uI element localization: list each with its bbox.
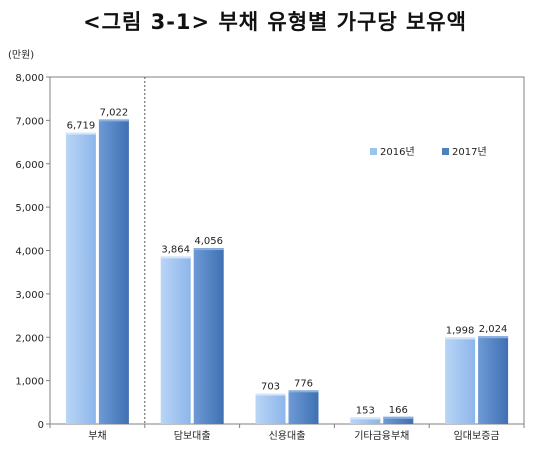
x-category-label: 부채 bbox=[88, 430, 106, 442]
y-tick-label: 7,000 bbox=[15, 116, 44, 127]
data-label: 703 bbox=[261, 382, 280, 393]
data-label: 153 bbox=[356, 405, 375, 416]
data-label: 1,998 bbox=[446, 325, 475, 336]
data-label: 2,024 bbox=[479, 324, 508, 335]
bar-top-highlight bbox=[445, 337, 476, 340]
y-tick-label: 2,000 bbox=[15, 333, 44, 344]
data-label: 166 bbox=[389, 405, 408, 416]
data-label: 6,719 bbox=[67, 121, 96, 132]
bar-2017년 bbox=[288, 390, 319, 424]
legend-label: 2017년 bbox=[452, 146, 487, 158]
bar-2017년 bbox=[98, 119, 129, 425]
x-category-label: 담보대출 bbox=[174, 430, 211, 442]
data-label: 7,022 bbox=[100, 107, 129, 118]
bar-top-highlight bbox=[193, 248, 224, 251]
bar-top-highlight bbox=[255, 393, 286, 396]
bar-top-highlight bbox=[288, 390, 319, 393]
legend-swatch bbox=[442, 148, 449, 155]
x-category-label: 임대보증금 bbox=[454, 429, 500, 442]
data-label: 3,864 bbox=[161, 244, 190, 255]
bar-2017년 bbox=[383, 416, 414, 424]
bar-2016년 bbox=[160, 256, 191, 424]
y-tick-label: 6,000 bbox=[15, 160, 44, 171]
bar-top-highlight bbox=[65, 132, 96, 135]
chart-title: <그림 3-1> 부채 유형별 가구당 보유액 bbox=[83, 10, 467, 34]
y-axis-unit-label: (만원) bbox=[8, 50, 35, 61]
x-category-label: 신용대출 bbox=[269, 430, 306, 442]
data-label: 776 bbox=[294, 378, 313, 389]
bar-top-highlight bbox=[160, 256, 191, 259]
legend-label: 2016년 bbox=[380, 146, 415, 158]
y-tick-label: 8,000 bbox=[15, 73, 44, 84]
bar-2016년 bbox=[255, 393, 286, 424]
y-tick-label: 3,000 bbox=[15, 290, 44, 301]
y-tick-label: 1,000 bbox=[15, 377, 44, 388]
y-tick-label: 5,000 bbox=[15, 203, 44, 214]
bar-top-highlight bbox=[98, 119, 129, 122]
bar-2016년 bbox=[65, 132, 96, 425]
legend-swatch bbox=[370, 148, 377, 155]
bar-2017년 bbox=[478, 336, 509, 424]
bar-2016년 bbox=[445, 337, 476, 424]
bar-2017년 bbox=[193, 248, 224, 424]
bar-2016년 bbox=[350, 417, 381, 424]
bar-top-highlight bbox=[350, 417, 381, 420]
data-label: 4,056 bbox=[194, 236, 223, 247]
x-category-label: 기타금융부채 bbox=[354, 430, 409, 442]
y-tick-label: 0 bbox=[38, 420, 44, 431]
bar-top-highlight bbox=[478, 336, 509, 339]
bar-top-highlight bbox=[383, 416, 414, 419]
y-tick-label: 4,000 bbox=[15, 247, 44, 258]
